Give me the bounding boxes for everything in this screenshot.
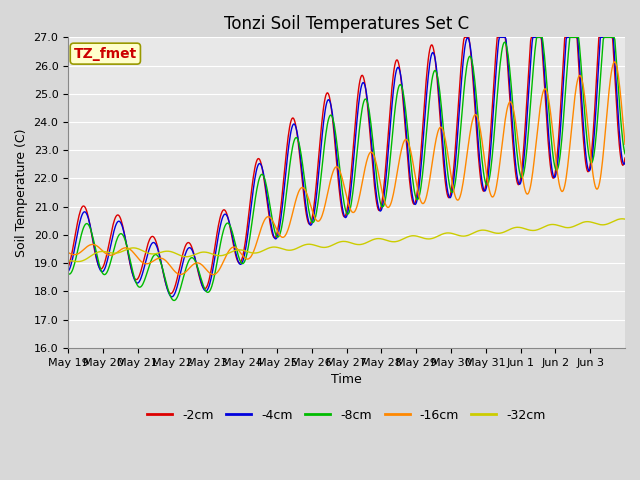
Text: TZ_fmet: TZ_fmet: [74, 47, 137, 60]
Y-axis label: Soil Temperature (C): Soil Temperature (C): [15, 128, 28, 257]
X-axis label: Time: Time: [332, 373, 362, 386]
Title: Tonzi Soil Temperatures Set C: Tonzi Soil Temperatures Set C: [224, 15, 469, 33]
Legend: -2cm, -4cm, -8cm, -16cm, -32cm: -2cm, -4cm, -8cm, -16cm, -32cm: [142, 404, 551, 427]
